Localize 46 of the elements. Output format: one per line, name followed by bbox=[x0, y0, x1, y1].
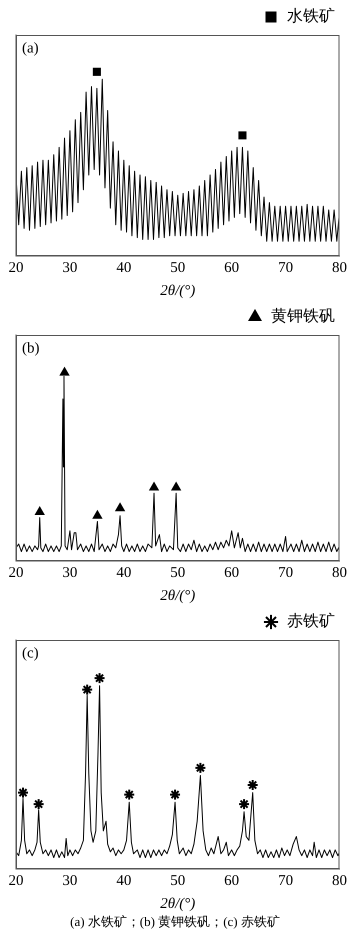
x-tick-label: 60 bbox=[224, 564, 240, 581]
x-tick-label: 20 bbox=[8, 260, 24, 276]
x-tick-label: 80 bbox=[332, 260, 347, 276]
point bbox=[34, 506, 45, 516]
x-tick-label: 50 bbox=[170, 564, 186, 581]
x-tick-label: 50 bbox=[170, 260, 186, 276]
point bbox=[123, 788, 136, 801]
point bbox=[169, 788, 182, 801]
point bbox=[238, 798, 250, 810]
x-tick-label: 30 bbox=[62, 260, 78, 276]
point bbox=[92, 510, 102, 519]
x-tick-label: 30 bbox=[62, 872, 78, 889]
text: (a) bbox=[22, 40, 39, 56]
point bbox=[32, 798, 45, 810]
point bbox=[115, 502, 125, 512]
x-axis-title: 2θ/(°) bbox=[160, 896, 196, 912]
legend-label: 黄钾铁矾 bbox=[271, 307, 335, 326]
x-tick-label: 60 bbox=[224, 260, 240, 276]
point bbox=[81, 684, 94, 696]
point bbox=[194, 762, 206, 774]
point bbox=[60, 367, 70, 376]
x-tick-label: 70 bbox=[278, 872, 294, 889]
legend-label: 赤铁矿 bbox=[287, 612, 335, 630]
x-tick-label: 40 bbox=[116, 260, 132, 276]
point bbox=[149, 482, 159, 491]
x-axis-title: 2θ/(°) bbox=[160, 588, 196, 604]
point bbox=[17, 786, 30, 799]
point bbox=[246, 779, 259, 792]
x-tick-label: 70 bbox=[278, 260, 294, 276]
x-tick-label: 60 bbox=[224, 872, 240, 889]
x-tick-label: 40 bbox=[116, 872, 132, 889]
x-tick-label: 70 bbox=[278, 564, 294, 581]
x-tick-label: 40 bbox=[116, 564, 132, 581]
legend-label: 水铁矿 bbox=[287, 7, 335, 26]
x-tick-label: 80 bbox=[332, 872, 347, 889]
x-tick-label: 20 bbox=[8, 564, 24, 581]
x-tick-label: 20 bbox=[8, 872, 24, 889]
point bbox=[94, 672, 106, 684]
x-tick-label: 30 bbox=[62, 564, 78, 581]
text: (a) 水铁矿；(b) 黄钾铁矾；(c) 赤铁矿 bbox=[69, 913, 281, 931]
x-tick-label: 50 bbox=[170, 872, 186, 889]
x-axis-title: 2θ/(°) bbox=[160, 282, 196, 299]
text: (c) bbox=[22, 645, 39, 662]
x-tick-label: 80 bbox=[332, 564, 347, 581]
text: (b) bbox=[22, 340, 40, 356]
point bbox=[171, 482, 181, 491]
